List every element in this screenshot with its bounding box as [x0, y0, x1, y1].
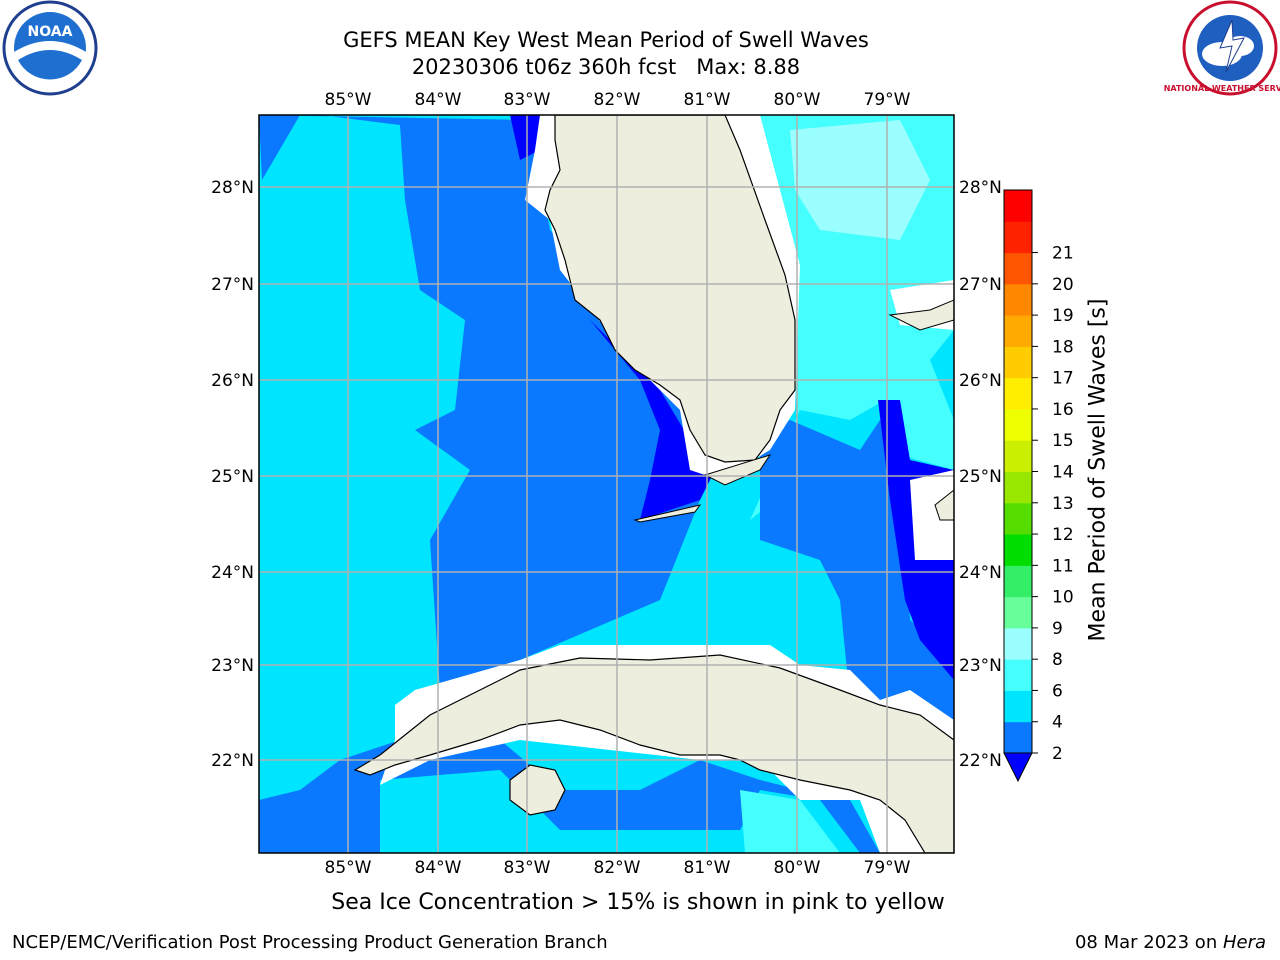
colorbar-tick-label: 4: [1052, 713, 1063, 733]
colorbar-tick-label: 10: [1052, 588, 1074, 608]
lon-label-bottom: 80°W: [774, 858, 821, 878]
colorbar-swatch: [1004, 408, 1032, 441]
colorbar-tick-label: 20: [1052, 275, 1074, 295]
lat-label-right: 28°N: [959, 178, 1002, 198]
lat-label-right: 23°N: [959, 656, 1002, 676]
chart-title-line1: GEFS MEAN Key West Mean Period of Swell …: [343, 28, 869, 52]
lon-label-top: 85°W: [325, 90, 372, 110]
colorbar-swatch: [1004, 346, 1032, 379]
lon-label-bottom: 84°W: [415, 858, 462, 878]
nws-logo-text: NATIONAL WEATHER SERVICE: [1164, 84, 1280, 93]
land-lower-keys: [633, 504, 702, 523]
colorbar-swatch: [1004, 596, 1032, 629]
swell-band-2-4-nw: [259, 115, 300, 180]
swell-band-2-4-east: [760, 420, 954, 720]
swell-band-lt2: [590, 320, 715, 520]
lat-label-left: 23°N: [211, 656, 254, 676]
lon-label-top: 84°W: [415, 90, 462, 110]
land-florida-keys: [703, 454, 772, 486]
footer-host: Hera: [1222, 932, 1266, 953]
colorbar-swatch: [1004, 377, 1032, 410]
colorbar-tick-label: 17: [1052, 369, 1074, 389]
footer-date: 08 Mar 2023 on: [1074, 932, 1223, 953]
swell-band-4-6-south: [380, 770, 860, 853]
lon-label-bottom: 82°W: [594, 858, 641, 878]
lat-labels: 28°N 27°N 26°N 25°N 24°N 23°N 22°N 28°N …: [211, 178, 1002, 771]
colorbar-tick-label: 11: [1052, 556, 1074, 576]
colorbar-swatch: [1004, 283, 1032, 316]
colorbar-tick-label: 8: [1052, 650, 1063, 670]
colorbar-swatch: [1004, 659, 1032, 691]
lon-labels: 85°W 84°W 83°W 82°W 81°W 80°W 79°W 85°W …: [325, 90, 911, 878]
lat-label-right: 26°N: [959, 371, 1002, 391]
lat-label-right: 22°N: [959, 751, 1002, 771]
map-frame: [258, 114, 955, 854]
lat-label-left: 26°N: [211, 371, 254, 391]
lon-label-top: 79°W: [864, 90, 911, 110]
land-andros: [934, 489, 954, 521]
colorbar-swatch: [1004, 627, 1032, 660]
map-gridlines: [259, 115, 954, 853]
footer-right: 08 Mar 2023 on Hera: [1075, 932, 1266, 953]
lat-label-left: 25°N: [211, 467, 254, 487]
lon-label-top: 80°W: [774, 90, 821, 110]
sea-ice-note: Sea Ice Concentration > 15% is shown in …: [331, 890, 945, 915]
colorbar-tick-label: 18: [1052, 337, 1074, 357]
land-florida: [544, 115, 796, 463]
lat-label-left: 22°N: [211, 751, 254, 771]
no-data-bahamas: [910, 470, 954, 560]
lat-label-right: 27°N: [959, 275, 1002, 295]
colorbar-swatch: [1004, 315, 1032, 347]
colorbar-swatch: [1004, 534, 1032, 566]
footer-left: NCEP/EMC/Verification Post Processing Pr…: [12, 932, 608, 953]
colorbar-swatch: [1004, 565, 1032, 598]
land-cuba: [353, 654, 954, 853]
lon-label-top: 81°W: [684, 90, 731, 110]
lon-label-bottom: 85°W: [325, 858, 372, 878]
land-grand-bahama: [888, 299, 954, 331]
swell-band-6-8-south: [740, 790, 840, 853]
colorbar-swatch: [1004, 471, 1032, 504]
colorbar-tick-label: 16: [1052, 400, 1074, 420]
lon-label-top: 82°W: [594, 90, 641, 110]
lon-label-bottom: 81°W: [684, 858, 731, 878]
lat-label-left: 27°N: [211, 275, 254, 295]
swell-band-2-4: [259, 115, 720, 690]
nws-logo: NATIONAL WEATHER SERVICE: [1164, 0, 1280, 96]
colorbar-tick-label: 12: [1052, 525, 1074, 545]
colorbar-swatch: [1004, 440, 1032, 472]
lon-label-bottom: 79°W: [864, 858, 911, 878]
colorbar-tick-label: 15: [1052, 431, 1074, 451]
colorbar-tick-label: 9: [1052, 619, 1063, 639]
noaa-logo: NOAA: [2, 0, 98, 96]
map-plot-area: [259, 115, 954, 853]
lon-label-top: 83°W: [504, 90, 551, 110]
swell-band-8-9: [790, 120, 930, 240]
colorbar-tick-label: 13: [1052, 494, 1074, 514]
lat-label-right: 25°N: [959, 467, 1002, 487]
colorbar-tick-label: 6: [1052, 681, 1063, 701]
colorbar-tick-label: 14: [1052, 463, 1074, 483]
lat-label-left: 28°N: [211, 178, 254, 198]
colorbar: 2 4 6 8 9 10 11 12 13 14 15 16 17 18 19 20 21: [1003, 189, 1074, 783]
colorbar-label-text: Mean Period of Swell Waves [s]: [1085, 298, 1111, 642]
lat-label-left: 24°N: [211, 563, 254, 583]
noaa-logo-text: NOAA: [28, 24, 73, 40]
chart-title-line2: 20230306 t06z 360h fcst Max: 8.88: [411, 55, 801, 79]
lon-label-bottom: 83°W: [504, 858, 551, 878]
colorbar-tick-label: 2: [1052, 744, 1063, 764]
colorbar-swatch: [1004, 252, 1032, 285]
colorbar-swatch: [1004, 721, 1032, 754]
colorbar-under-extension: [1003, 752, 1033, 783]
colorbar-swatch: [1004, 690, 1032, 723]
colorbar-tick-label: 21: [1052, 244, 1074, 264]
lat-label-right: 24°N: [959, 563, 1002, 583]
colorbar-swatch: [1004, 190, 1032, 222]
colorbar-tick-label: 19: [1052, 306, 1074, 326]
colorbar-swatch: [1004, 502, 1032, 535]
land-isla-juventud: [509, 764, 566, 816]
colorbar-swatch: [1004, 221, 1032, 254]
